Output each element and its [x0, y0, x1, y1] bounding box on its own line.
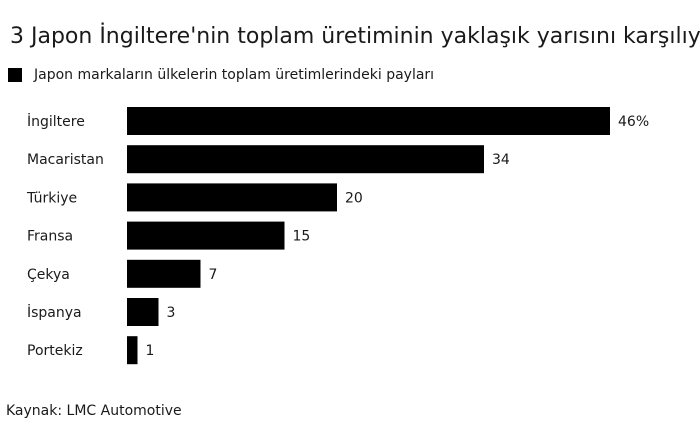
category-label: Macaristan [27, 152, 104, 168]
category-label: Fransa [27, 229, 73, 245]
value-label: 1 [146, 343, 155, 359]
value-label: 15 [293, 229, 311, 245]
bar [127, 221, 285, 250]
bar [127, 259, 201, 288]
value-label: 46% [618, 114, 649, 130]
category-label: İngiltere [27, 112, 85, 130]
legend-label: Japon markaların ülkelerin toplam üretim… [34, 67, 435, 83]
value-label: 34 [492, 152, 510, 168]
legend-swatch [8, 68, 22, 82]
category-label: İspanya [27, 303, 82, 321]
category-label: Çekya [27, 267, 70, 283]
bar [127, 145, 484, 174]
legend: Japon markaların ülkelerin toplam üretim… [8, 67, 434, 83]
value-label: 7 [209, 267, 218, 283]
bar [127, 336, 138, 365]
value-label: 3 [167, 305, 176, 321]
source-note: Kaynak: LMC Automotive [6, 403, 182, 419]
category-label: Portekiz [27, 343, 83, 359]
category-label: Türkiye [26, 190, 77, 206]
value-label: 20 [345, 190, 363, 206]
bar [127, 298, 159, 326]
chart-title: 3 Japon İngiltere'nin toplam üretiminin … [10, 24, 700, 49]
bar [127, 183, 337, 212]
bar [127, 107, 610, 135]
